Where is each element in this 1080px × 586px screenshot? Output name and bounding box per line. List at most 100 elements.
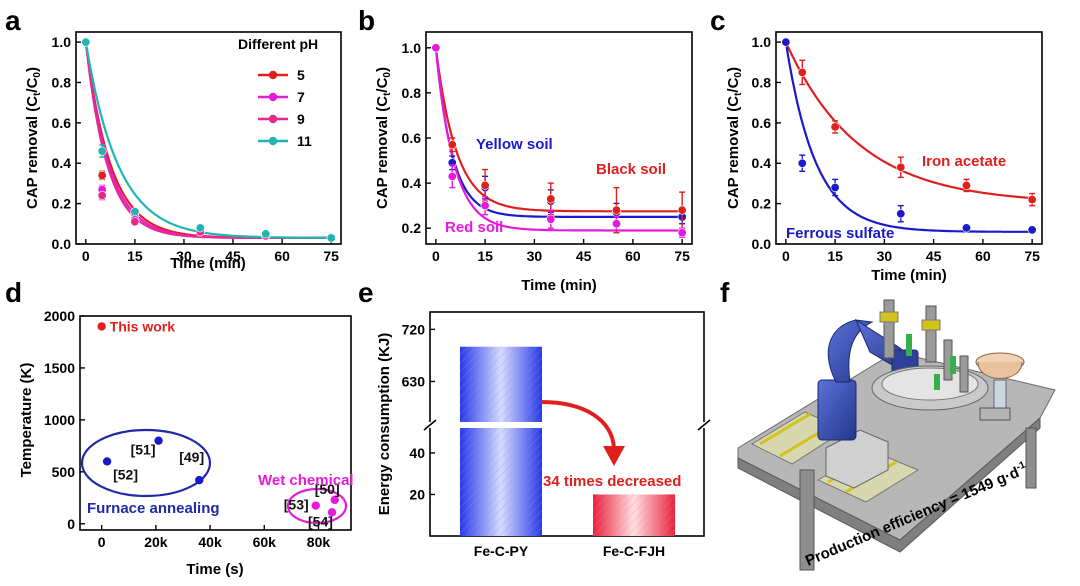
fit-curve-ferrous-sulfate	[784, 41, 1033, 233]
data-point	[130, 217, 140, 227]
y-tick-label: 0	[67, 516, 75, 532]
y-tick-label: 1000	[44, 412, 75, 428]
y-tick-label: 0.4	[752, 155, 772, 171]
x-tick-label: 0	[82, 248, 90, 264]
axis-break-mark-left	[423, 419, 437, 431]
panel-d-xlabel: Time (s)	[186, 561, 243, 578]
legend-label: 9	[297, 111, 305, 127]
legend-label: 7	[297, 89, 305, 105]
legend-marker	[268, 136, 278, 146]
panel-a-frame	[75, 31, 342, 245]
x-tick-label: 15	[477, 248, 493, 264]
fit-curve-7	[84, 41, 332, 239]
data-point	[961, 180, 971, 190]
panel-b-label-yellow-soil: Yellow soil	[476, 136, 553, 153]
scatter-point	[311, 501, 320, 510]
y-tick-label: 0.4	[52, 155, 72, 171]
y-tick-label: 1.0	[752, 34, 772, 50]
fit-curve-red-soil	[434, 47, 683, 232]
panel-b-label-red-soil: Red soil	[445, 219, 503, 236]
data-point	[830, 182, 840, 192]
data-point	[480, 201, 490, 211]
scatter-point-label: [51]	[131, 442, 156, 458]
data-point	[677, 228, 687, 238]
scatter-point	[154, 436, 163, 445]
y-tick-label: 0.8	[402, 85, 422, 101]
data-point	[1027, 195, 1037, 205]
x-tick-label: 0	[782, 248, 790, 264]
y-tick-label: 0.6	[402, 130, 422, 146]
x-tick-label: 60	[975, 248, 991, 264]
furnace-annealing-ellipse	[80, 428, 212, 498]
y-tick-label: 2000	[44, 308, 75, 324]
data-point	[830, 122, 840, 132]
scatter-point-label: [50]	[315, 481, 340, 497]
x-tick-label: 75	[1024, 248, 1040, 264]
data-point	[326, 233, 336, 243]
panel-a-legend-title: Different pH	[238, 36, 318, 52]
y-tick-label: 0.2	[402, 220, 422, 236]
panel-b-ylabel: CAP removal (Ct/C0)	[374, 67, 393, 209]
x-tick-label: 45	[926, 248, 942, 264]
panel-letter-d: d	[5, 277, 22, 308]
scatter-point	[330, 495, 339, 505]
y-tick-label: 0.6	[52, 115, 72, 131]
fit-curve-11	[84, 41, 332, 239]
fit-curve-yellow-soil	[434, 47, 683, 218]
x-tick-label: 60k	[253, 534, 277, 550]
x-tick-label: 45	[576, 248, 592, 264]
x-tick-label: 60	[625, 248, 641, 264]
panel-letter-a: a	[5, 5, 21, 36]
data-point	[781, 37, 791, 47]
data-point	[611, 219, 621, 229]
y-tick-label: 720	[402, 321, 426, 337]
production-machine-image	[737, 299, 1056, 571]
y-tick-label: 0.8	[752, 74, 772, 90]
fit-curve-black-soil	[434, 47, 683, 213]
panel-d-frame	[79, 315, 352, 531]
data-point	[896, 209, 906, 219]
x-tick-label: 15	[827, 248, 843, 264]
panel-a-legend: 5 7 9 11	[258, 67, 312, 149]
wet-chemical-label: Wet chemical	[258, 472, 354, 489]
scatter-point	[327, 508, 337, 517]
y-tick-label: 0.0	[52, 236, 72, 252]
x-tick-label: 30	[877, 248, 893, 264]
y-tick-label: 0.0	[752, 236, 772, 252]
y-tick-label: 1.0	[402, 40, 422, 56]
x-tick-label: 0	[98, 534, 106, 550]
bar-category-label: Fe-C-PY	[474, 543, 529, 559]
legend-label: 5	[297, 67, 305, 83]
x-tick-label: 45	[225, 248, 241, 264]
panel-letter-f: f	[720, 277, 730, 308]
y-tick-label: 0.2	[752, 196, 772, 212]
panel-c-ylabel: CAP removal (Ct/C0)	[725, 67, 744, 209]
data-point	[130, 207, 140, 217]
data-point	[81, 37, 91, 47]
data-point	[546, 194, 556, 204]
data-point	[261, 229, 271, 239]
scatter-point-label: [52]	[113, 466, 138, 482]
decrease-annotation: 34 times decreased	[543, 473, 681, 490]
scatter-point	[195, 475, 204, 485]
panel-a-chart: 0 15 30 45 60 750.00.20.40.60.81.0 Time (min)…	[24, 31, 342, 272]
y-tick-label: 0.2	[52, 196, 72, 212]
panel-d-ylabel: Temperature (K)	[18, 363, 35, 478]
data-point	[447, 140, 457, 150]
fit-curve-9	[84, 41, 332, 239]
x-tick-label: 75	[323, 248, 339, 264]
panel-letter-b: b	[358, 5, 375, 36]
panel-letter-e: e	[358, 277, 374, 308]
energy-bar-hatch	[593, 494, 675, 536]
y-tick-label: 0.8	[52, 74, 72, 90]
x-tick-label: 75	[674, 248, 690, 264]
legend-marker	[268, 92, 278, 102]
axis-break-gap	[420, 422, 714, 428]
panel-c-label-ferrous-sulfate: Ferrous sulfate	[786, 225, 894, 242]
x-tick-label: 80k	[307, 534, 331, 550]
data-point	[431, 43, 441, 53]
scatter-point-label: [49]	[179, 449, 204, 465]
panel-e-chart: 20 40 630 720 Fe-C-PY Fe-C-FJH 34 times decr…	[376, 311, 714, 559]
